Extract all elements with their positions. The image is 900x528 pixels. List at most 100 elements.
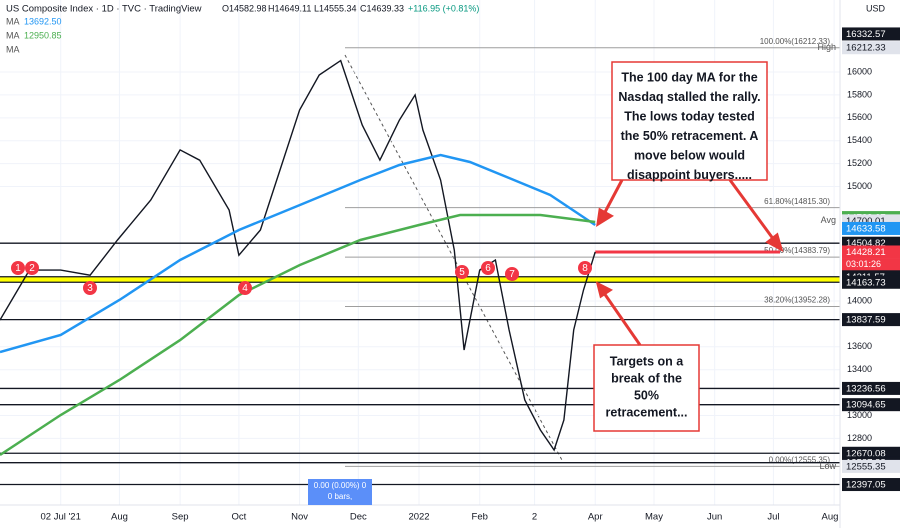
arrow-head <box>765 232 784 253</box>
ohlc-value: L14555.34 <box>314 3 357 13</box>
ohlc-value: +116.95 (+0.81%) <box>408 3 479 13</box>
price-tag: High <box>817 42 836 52</box>
price-axis: 16000 15800 15600 15400 15200 15000 14000 13600… <box>817 27 900 492</box>
x-tick-label: Aug <box>822 512 839 523</box>
price-label: 12555.35 <box>846 461 886 472</box>
marker-label: 4 <box>242 283 248 294</box>
callout-text: The 100 day MA for the <box>621 70 757 84</box>
price-tag: Avg <box>821 215 836 225</box>
price-label: 14700.01 <box>846 216 886 227</box>
price-label: 13094.65 <box>846 400 886 411</box>
price-line <box>0 59 596 452</box>
arrow <box>602 179 624 215</box>
plot: 100.00%(16212.33) 61.80%(14815.30) 5 0.00%(… <box>0 0 840 505</box>
arrow-head <box>596 207 614 227</box>
x-tick-label: Jun <box>707 512 722 523</box>
ma-value: 12950.85 <box>24 30 62 40</box>
y-tick-label: 15400 <box>847 135 872 145</box>
callout-text: Targets on a <box>610 354 684 368</box>
marker <box>578 261 592 275</box>
callout-text: 50% <box>634 388 659 402</box>
marker-label: 3 <box>87 283 93 294</box>
callout-text: retracement... <box>606 405 688 419</box>
callout-text: Nasdaq stalled the rally. <box>618 90 760 104</box>
x-tick-label: 2 <box>532 512 537 523</box>
arrow <box>728 179 776 241</box>
marker-label: 6 <box>485 263 491 274</box>
ma-value: 13692.50 <box>24 16 62 26</box>
price-label-bg <box>842 275 900 289</box>
x-tick-label: Nov <box>291 512 308 523</box>
price-label-bg <box>842 245 900 259</box>
marker-label: 1 <box>15 263 21 274</box>
trend-line <box>344 54 564 463</box>
x-tick-label: Aug <box>111 512 128 523</box>
price-label: 14163.73 <box>846 277 886 288</box>
price-label: 16332.57 <box>846 29 886 40</box>
callout-text: The lows today tested <box>624 109 755 123</box>
marker-label: 5 <box>459 267 465 278</box>
x-tick-label: 02 Jul '21 <box>41 512 81 523</box>
ohlc-value: C14639.33 <box>360 3 404 13</box>
y-tick-label: 12800 <box>847 433 872 443</box>
x-tick-label: Apr <box>588 512 603 523</box>
price-label: 14428.21 <box>846 247 886 258</box>
crosshair-label-bg <box>308 479 372 505</box>
price-label-bg <box>842 398 900 412</box>
price-label-bg <box>842 313 900 327</box>
support-band <box>0 276 840 283</box>
marker-label: 2 <box>29 263 35 274</box>
callouts: The 100 day MA for the Nasdaq stalled the… <box>593 61 784 432</box>
callout-box <box>611 61 768 181</box>
price-tag: Low <box>819 461 836 471</box>
ohlc-value: O14582.98 <box>222 3 267 13</box>
y-tick-label: 14000 <box>847 295 872 305</box>
fib-label: 100.00%(16212.33) <box>760 37 831 46</box>
price-label: 13837.59 <box>846 315 886 326</box>
crosshair-label: 0.00 (0.00%) 0 <box>314 481 367 490</box>
x-tick-label: Oct <box>231 512 246 523</box>
countdown-bg <box>842 258 900 271</box>
marker <box>505 267 519 281</box>
y-tick-label: 15000 <box>847 181 872 191</box>
time-axis-bg <box>0 505 900 528</box>
moving-average <box>0 213 596 457</box>
y-tick-label: 15600 <box>847 112 872 122</box>
marker <box>11 261 25 275</box>
y-tick-label: 15200 <box>847 158 872 168</box>
price-label: 14504.82 <box>846 238 886 249</box>
price-label-bg <box>842 381 900 395</box>
marker-label: 7 <box>509 269 515 280</box>
moving-average <box>0 153 596 354</box>
price-label-bg <box>842 27 900 41</box>
fib-label: 38.20%(13952.28) <box>764 296 830 305</box>
marker-label: 8 <box>582 263 588 274</box>
x-tick-label: Feb <box>472 512 488 523</box>
marker <box>25 261 39 275</box>
callout-box <box>593 344 700 432</box>
x-tick-label: Jul <box>767 512 779 523</box>
fib-label: 61.80%(14815.30) <box>764 197 830 206</box>
callout-text: disappoint buyers..... <box>627 168 752 182</box>
chart-title: US Composite Index · 1D · TVC · TradingV… <box>6 4 202 15</box>
callout-text: the 50% retracement. A <box>621 129 759 143</box>
arrow-head <box>595 281 613 299</box>
price-label: 13236.56 <box>846 383 886 394</box>
price-label: 14633.58 <box>846 223 886 234</box>
marker <box>481 261 495 275</box>
price-label-bg <box>842 478 900 492</box>
callout-text: break of the <box>611 371 682 385</box>
x-tick-label: Dec <box>350 512 367 523</box>
countdown: 03:01:26 <box>846 259 881 269</box>
header: US Composite Index · 1D · TVC · TradingV… <box>6 3 886 54</box>
price-label-bg <box>842 221 900 235</box>
fib-label: 0.00%(12555.35) <box>769 456 831 465</box>
marker <box>238 281 252 295</box>
x-tick-label: 2022 <box>408 512 429 523</box>
y-tick-label: 13400 <box>847 364 872 374</box>
price-label: 12670.08 <box>846 448 886 459</box>
price-label-bg <box>842 459 900 473</box>
y-tick-label: 13600 <box>847 341 872 351</box>
y-tick-label: 16000 <box>847 66 872 76</box>
